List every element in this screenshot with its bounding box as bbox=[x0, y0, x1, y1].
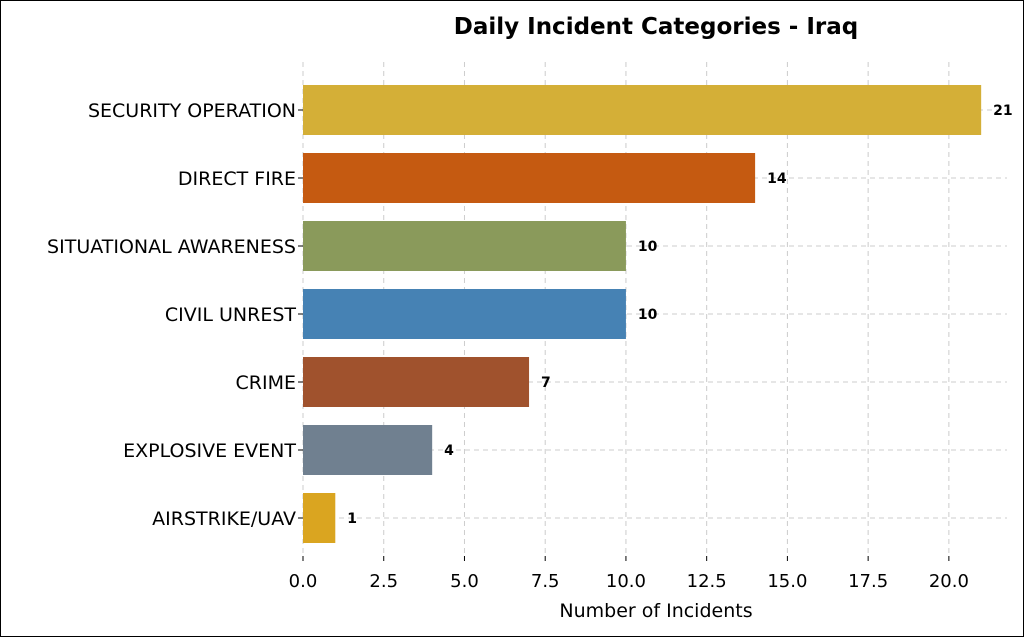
bar-value-label: 21 bbox=[993, 103, 1012, 119]
bar bbox=[303, 153, 756, 203]
x-tick-label: 5.0 bbox=[450, 571, 479, 592]
bar bbox=[303, 221, 626, 271]
category-label: DIRECT FIRE bbox=[178, 168, 296, 190]
category-label: CIVIL UNREST bbox=[165, 304, 296, 326]
bars bbox=[303, 85, 982, 543]
x-tick-label: 2.5 bbox=[369, 571, 398, 592]
bar bbox=[303, 493, 336, 543]
bar-value-label: 7 bbox=[541, 375, 551, 391]
bar bbox=[303, 85, 982, 135]
bar-value-label: 4 bbox=[444, 443, 454, 459]
bar bbox=[303, 425, 433, 475]
x-tick-label: 17.5 bbox=[848, 571, 888, 592]
x-tick-label: 7.5 bbox=[531, 571, 560, 592]
bar-value-label: 10 bbox=[638, 239, 658, 255]
x-tick-label: 12.5 bbox=[687, 571, 727, 592]
bar-value-label: 1 bbox=[347, 511, 357, 527]
category-label: SECURITY OPERATION bbox=[88, 100, 296, 122]
bar bbox=[303, 289, 626, 339]
category-label: AIRSTRIKE/UAV bbox=[152, 508, 296, 530]
category-labels: SECURITY OPERATION DIRECT FIRE SITUATIONAL… bbox=[47, 100, 303, 530]
category-label: EXPLOSIVE EVENT bbox=[123, 440, 296, 462]
x-tick-label: 10.0 bbox=[606, 571, 646, 592]
x-tick-label: 0.0 bbox=[289, 571, 318, 592]
x-tick-label: 20.0 bbox=[929, 571, 969, 592]
bar-value-label: 10 bbox=[638, 307, 658, 323]
category-label: CRIME bbox=[236, 372, 296, 394]
category-label: SITUATIONAL AWARENESS bbox=[47, 236, 296, 258]
bar bbox=[303, 357, 530, 407]
x-tick-label: 15.0 bbox=[767, 571, 807, 592]
data-labels: 21 14 10 10 7 4 1 bbox=[347, 103, 1012, 527]
x-axis-ticks: 0.0 2.5 5.0 7.5 10.0 12.5 15.0 17.5 20.0 bbox=[289, 556, 969, 592]
bar-value-label: 14 bbox=[767, 171, 787, 187]
chart-title: Daily Incident Categories - Iraq bbox=[454, 14, 859, 40]
x-axis-title: Number of Incidents bbox=[559, 600, 752, 622]
